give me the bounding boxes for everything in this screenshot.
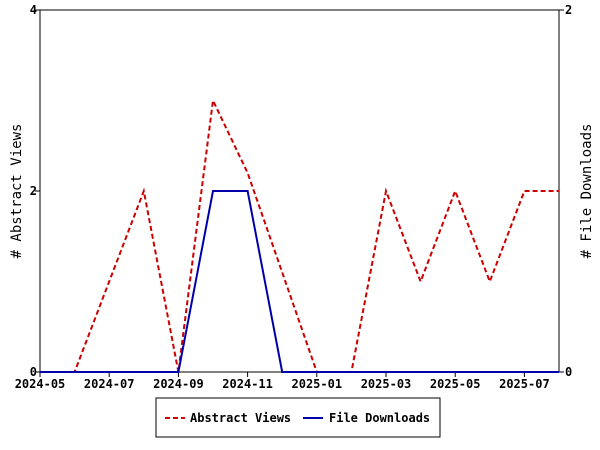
x-tick-label: 2025-07 (499, 377, 550, 391)
legend-label-abstract-views: Abstract Views (190, 411, 291, 425)
right-y-tick-label: 2 (565, 3, 572, 17)
legend: Abstract Views File Downloads (155, 397, 441, 438)
legend-label-file-downloads: File Downloads (329, 411, 430, 425)
right-axis-title: # File Downloads (579, 124, 595, 259)
left-y-tick-label: 4 (30, 3, 37, 17)
legend-box (155, 397, 441, 438)
left-y-tick-label: 0 (30, 365, 37, 379)
x-tick-label: 2025-01 (292, 377, 343, 391)
x-tick-label: 2024-11 (222, 377, 273, 391)
plot-area (39, 9, 560, 373)
series-layer (40, 97, 559, 373)
x-tick-label: 2024-07 (84, 377, 135, 391)
x-tick-label: 2025-03 (361, 377, 412, 391)
right-y-tick-label: 0 (565, 365, 572, 379)
series-line-file-downloads (40, 190, 559, 373)
x-tick-label: 2024-09 (153, 377, 204, 391)
ticks-layer: 2024-05 2024-07 2024-09 2024-11 2025-01 2025-… (15, 3, 573, 391)
x-tick-label: 2025-05 (430, 377, 481, 391)
series-line-abstract-views (40, 97, 559, 373)
left-y-tick-label: 2 (30, 184, 37, 198)
left-axis-title: # Abstract Views (9, 124, 25, 259)
x-tick-label: 2024-05 (15, 377, 66, 391)
